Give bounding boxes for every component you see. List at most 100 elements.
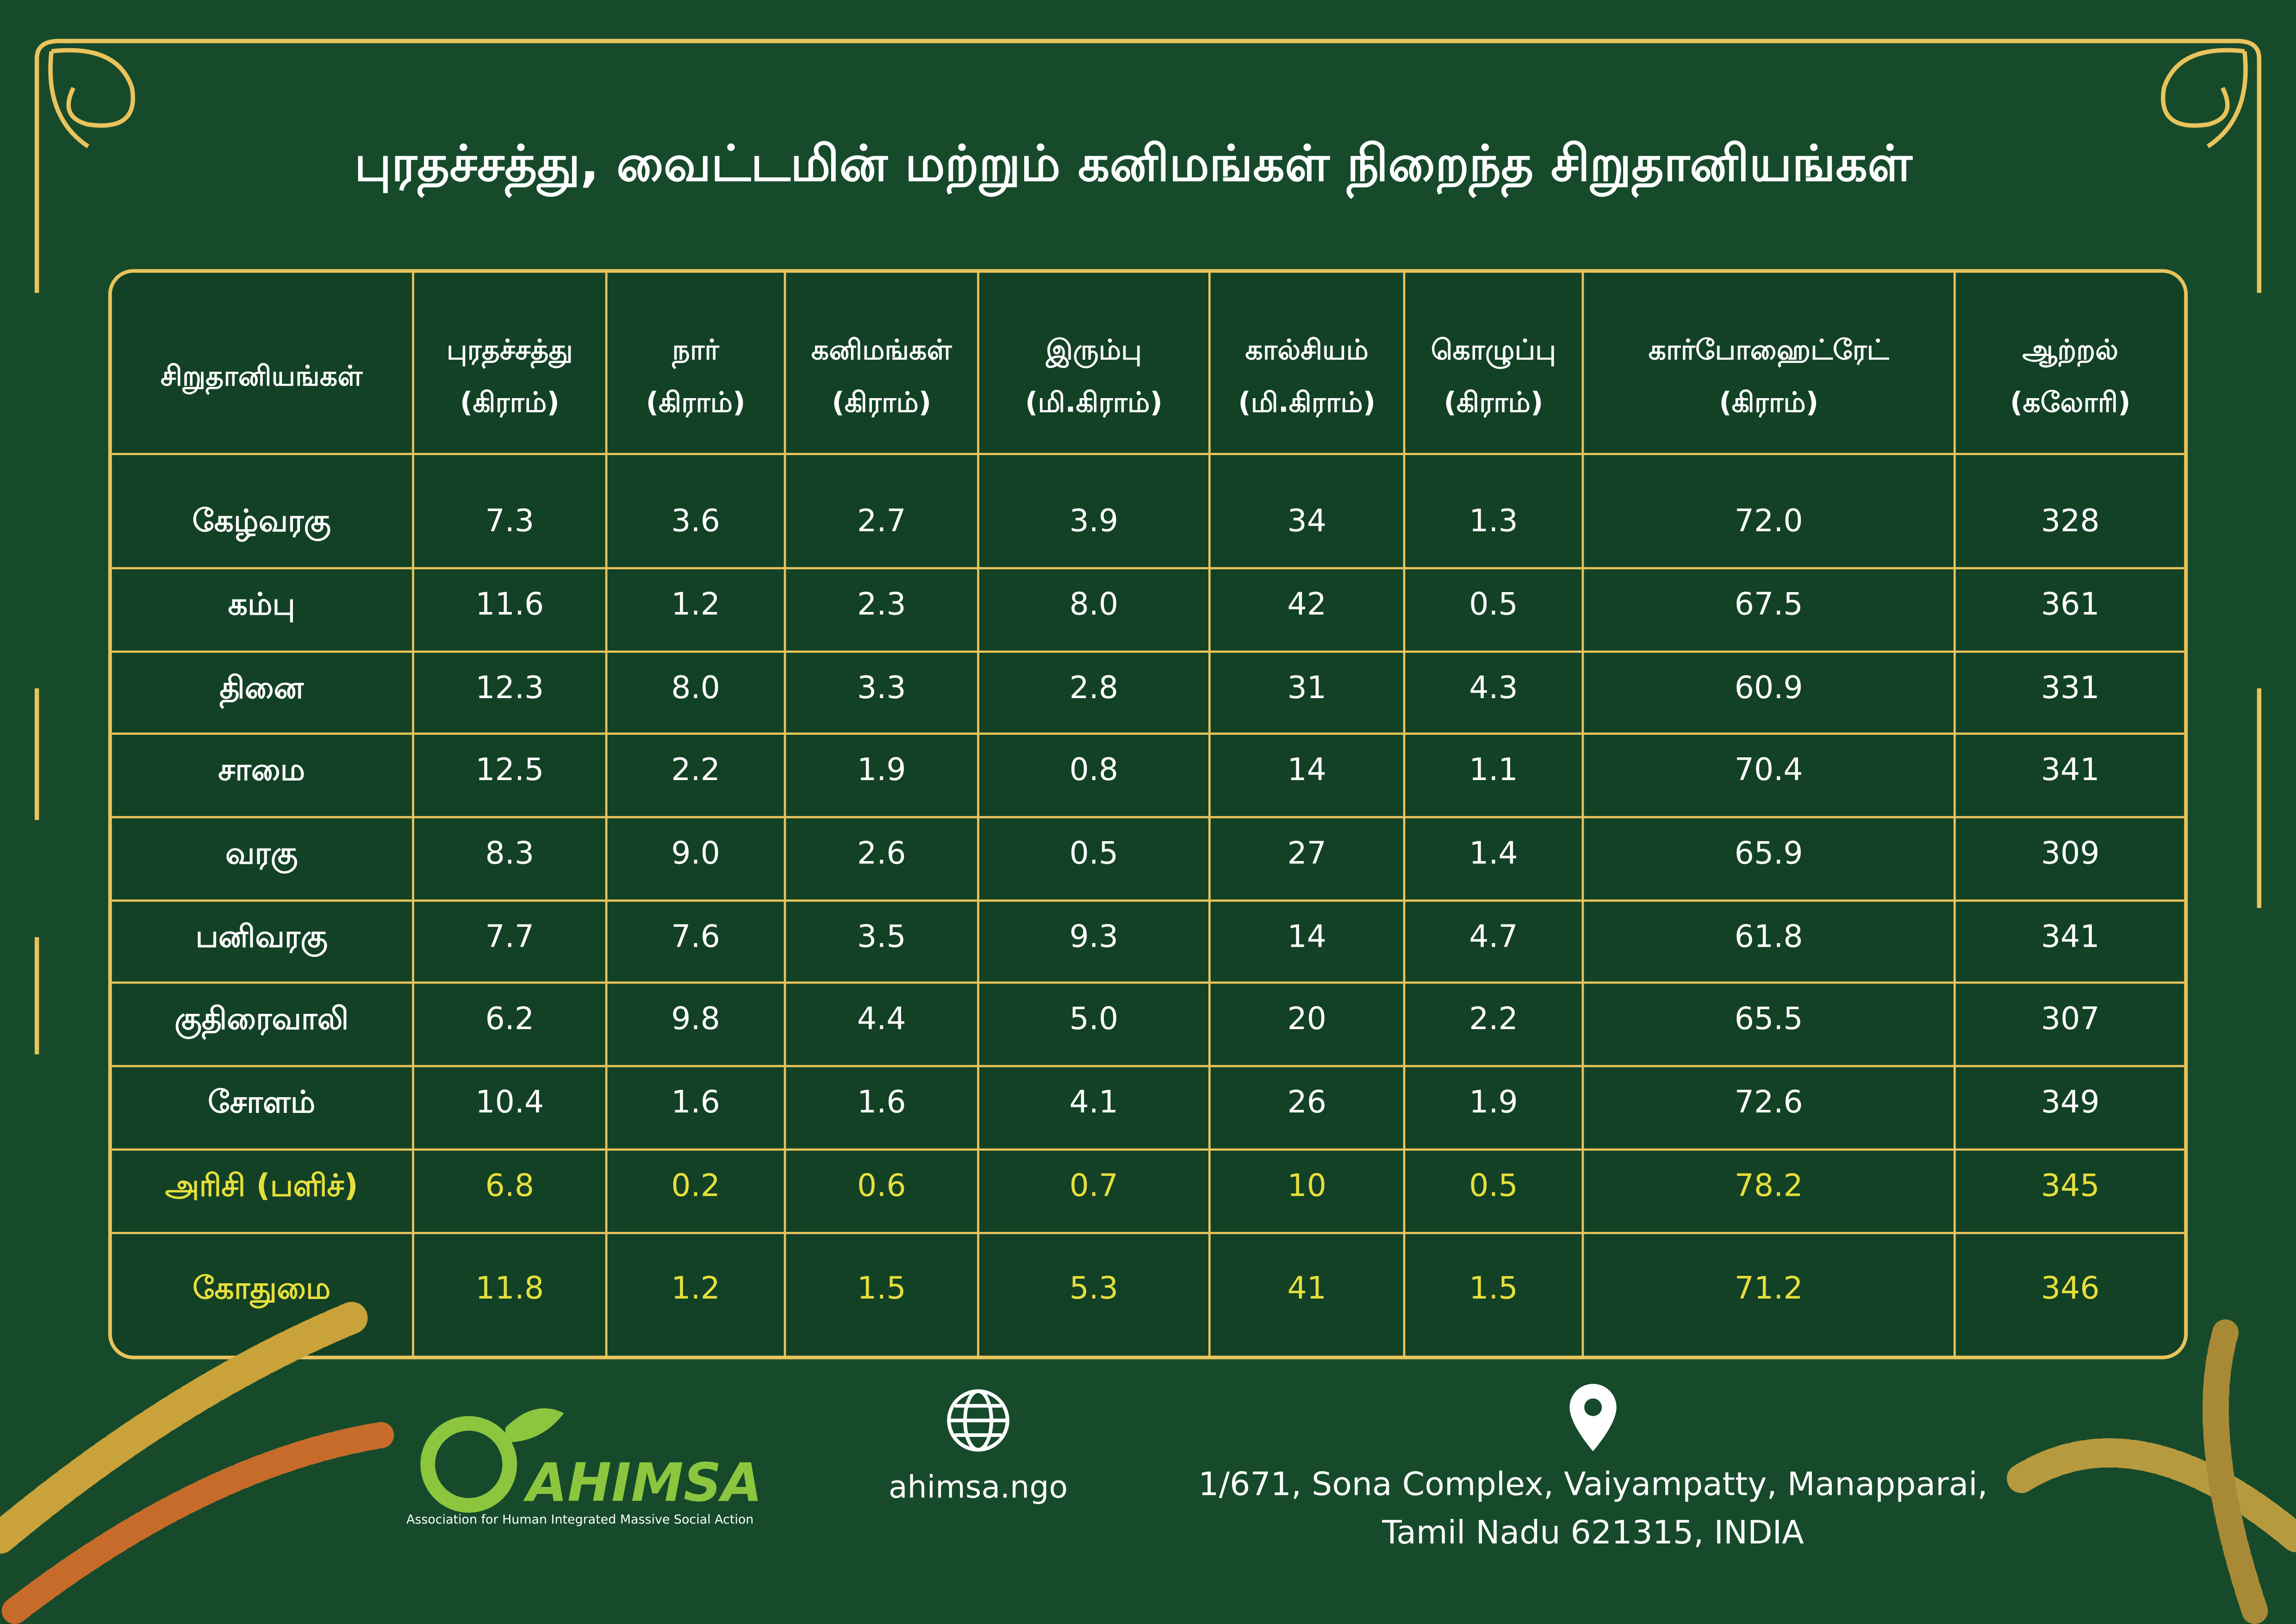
column-unit: (கிராம்) [646,387,746,419]
address-line: Tamil Nadu 621315, INDIA [1381,1514,1804,1551]
cell-value: 6.2 [485,1000,535,1037]
cell-value: 309 [2041,835,2100,871]
logo-tagline: Association for Human Integrated Massive… [406,1512,753,1527]
website: ahimsa.ngo [889,1469,1068,1505]
cell-value: 7.3 [485,502,535,538]
cell-value: 26 [1287,1084,1326,1120]
cell-value: 8.3 [485,835,535,871]
column-unit: (மி.கிராம்) [1238,387,1375,419]
cell-value: 11.8 [475,1270,544,1306]
cell-value: 5.3 [1070,1270,1119,1306]
cell-value: 4.1 [1070,1084,1119,1120]
cell-value: 361 [2041,586,2100,622]
title: புரதச்சத்து, வைட்டமின் மற்றும் கனிமங்கள்… [355,135,1913,199]
cell-value: 41 [1287,1270,1326,1306]
cell-value: 31 [1287,669,1326,706]
cell-value: 72.0 [1735,502,1803,538]
frame [34,38,2262,1055]
cell-value: 2.2 [1469,1000,1518,1037]
cell-value: 20 [1287,1000,1326,1037]
row-label: குதிரைவாலி [174,1000,348,1040]
column-unit: (கிராம்) [832,387,931,419]
cell-value: 1.9 [1469,1084,1518,1120]
cell-value: 2.7 [857,502,906,538]
cell-value: 0.8 [1070,751,1119,787]
column-header: புரதச்சத்து [447,334,573,369]
row-label: கோதுமை [193,1270,330,1309]
cell-value: 4.3 [1469,669,1518,706]
cell-value: 3.6 [671,502,720,538]
cell-value: 4.7 [1469,918,1518,955]
cell-value: 9.8 [671,1000,720,1037]
column-header: சிறுதானியங்கள் [161,360,363,396]
cell-value: 1.4 [1469,835,1518,871]
grain-decoration [0,1302,2296,1624]
cell-value: 1.2 [671,586,720,622]
cell-value: 8.0 [1070,586,1119,622]
column-unit: (கிராம்) [1719,387,1818,419]
row-label: சாமை [218,751,305,787]
cell-value: 7.6 [671,918,720,955]
table-frame [108,269,2188,1360]
cell-value: 328 [2041,502,2100,538]
row-label: அரிசி (பளிச்) [165,1167,358,1203]
cell-value: 6.8 [485,1167,535,1203]
cell-value: 60.9 [1735,669,1803,706]
cell-value: 5.0 [1070,1000,1119,1037]
cell-value: 65.9 [1735,835,1803,871]
cell-value: 2.8 [1070,669,1119,706]
cell-value: 72.6 [1735,1084,1803,1120]
logo: AHIMSA Association for Human Integrated … [406,1408,762,1527]
column-unit: (கலோரி) [2010,387,2131,419]
column-header: இரும்பு [1045,334,1142,369]
cell-value: 67.5 [1735,586,1803,622]
cell-value: 27 [1287,835,1326,871]
cell-value: 0.5 [1469,1167,1518,1203]
column-unit: (கிராம்) [1444,387,1543,419]
cell-value: 3.5 [857,918,906,955]
column-header: கார்போஹைட்ரேட் [1649,334,1890,368]
cell-value: 12.3 [475,669,544,706]
cell-value: 2.2 [671,751,720,787]
location-icon [1569,1384,1617,1451]
cell-value: 9.0 [671,835,720,871]
cell-value: 0.2 [671,1167,720,1203]
cell-value: 341 [2041,918,2100,955]
cell-value: 331 [2041,669,2100,706]
cell-value: 12.5 [475,751,544,787]
row-label: கம்பு [228,586,295,623]
logo-text: AHIMSA [523,1452,762,1513]
cell-value: 70.4 [1735,751,1803,787]
cell-value: 3.3 [857,669,906,706]
cell-value: 349 [2041,1084,2100,1120]
cell-value: 2.6 [857,835,906,871]
cell-value: 65.5 [1735,1000,1803,1037]
row-label: தினை [219,669,304,709]
cell-value: 61.8 [1735,918,1803,955]
address-line: 1/671, Sona Complex, Vaiyampatty, Manapp… [1198,1466,1987,1503]
cell-value: 1.1 [1469,751,1518,787]
column-header: கனிமங்கள் [811,334,952,366]
cell-value: 0.6 [857,1167,906,1203]
cell-value: 34 [1287,502,1326,538]
column-header: கொழுப்பு [1431,334,1556,369]
cell-value: 1.6 [671,1084,720,1120]
column-unit: (மி.கிராம்) [1025,387,1163,419]
cell-value: 0.5 [1469,586,1518,622]
cell-value: 7.7 [485,918,535,955]
cell-value: 1.3 [1469,502,1518,538]
cell-value: 1.5 [1469,1270,1518,1306]
cell-value: 341 [2041,751,2100,787]
cell-value: 1.2 [671,1270,720,1306]
cell-value: 11.6 [475,586,544,622]
cell-value: 3.9 [1070,502,1119,538]
column-header: நார் [672,334,719,369]
cell-value: 346 [2041,1270,2100,1306]
column-header: ஆற்றல் [2022,334,2118,368]
cell-value: 345 [2041,1167,2100,1203]
row-label: சோளம் [208,1084,315,1120]
cell-value: 0.7 [1070,1167,1119,1203]
column-unit: (கிராம்) [460,387,560,419]
cell-value: 42 [1287,586,1326,622]
globe-icon [947,1389,1009,1452]
